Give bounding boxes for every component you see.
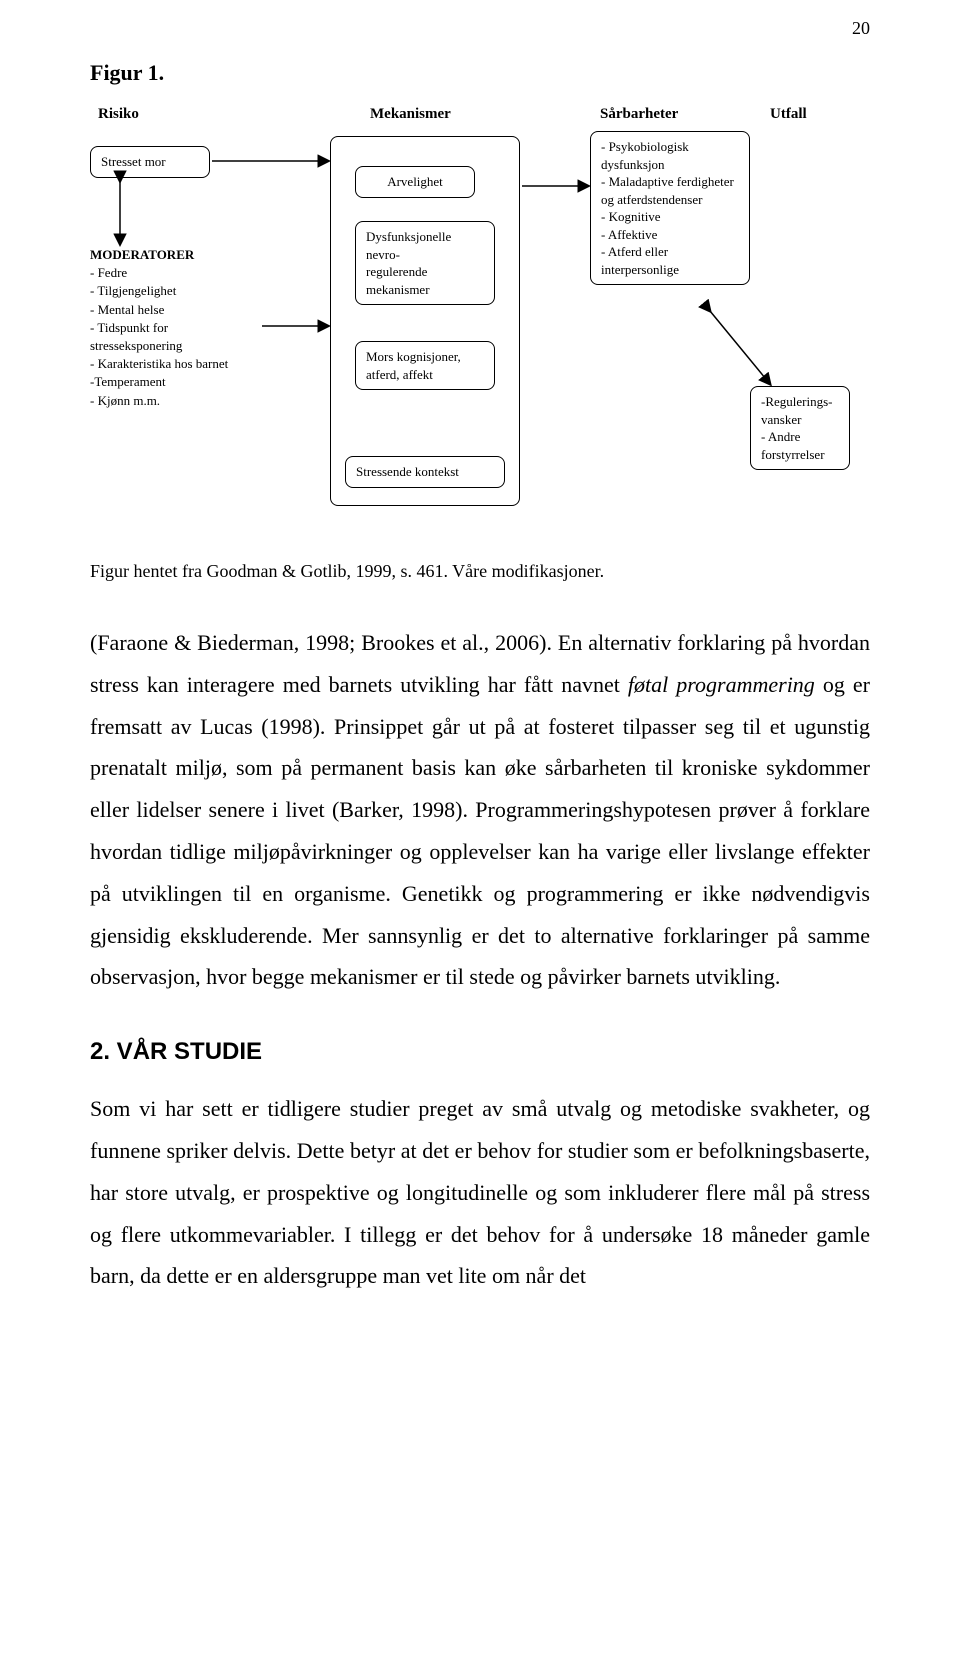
- page-number: 20: [852, 18, 870, 39]
- col-header-utfall: Utfall: [770, 106, 807, 123]
- node-sarbarheter: - Psykobiologisk dysfunksjon - Maladapti…: [590, 131, 750, 285]
- node-kontekst: Stressende kontekst: [345, 456, 505, 488]
- moderatorer-title: MODERATORER: [90, 246, 260, 264]
- node-utfall: -Regulerings- vansker - Andre forstyrrel…: [750, 386, 850, 470]
- diagram: Risiko Mekanismer Sårbarheter Utfall Str…: [70, 106, 850, 536]
- paragraph-2: Som vi har sett er tidligere studier pre…: [90, 1088, 870, 1297]
- para1-italic: føtal programmering: [628, 672, 815, 697]
- node-mors: Mors kognisjoner, atferd, affekt: [355, 341, 495, 390]
- figure-caption: Figur hentet fra Goodman & Gotlib, 1999,…: [90, 561, 870, 582]
- node-arvelighet: Arvelighet: [355, 166, 475, 198]
- col-header-risiko: Risiko: [98, 106, 139, 123]
- figure-title: Figur 1.: [90, 60, 870, 86]
- node-dysfunksjonelle: Dysfunksjonelle nevro- regulerende mekan…: [355, 221, 495, 305]
- col-header-mekanismer: Mekanismer: [370, 106, 451, 123]
- node-moderatorer: MODERATORER - Fedre - Tilgjengelighet - …: [90, 246, 260, 410]
- paragraph-1: (Faraone & Biederman, 1998; Brookes et a…: [90, 622, 870, 998]
- moderatorer-items: - Fedre - Tilgjengelighet - Mental helse…: [90, 264, 260, 410]
- para1-after: og er fremsatt av Lucas (1998). Prinsipp…: [90, 672, 870, 990]
- col-header-sarbarheter: Sårbarheter: [600, 106, 678, 123]
- node-stresset-mor: Stresset mor: [90, 146, 210, 178]
- section-heading: 2. VÅR STUDIE: [90, 1038, 870, 1066]
